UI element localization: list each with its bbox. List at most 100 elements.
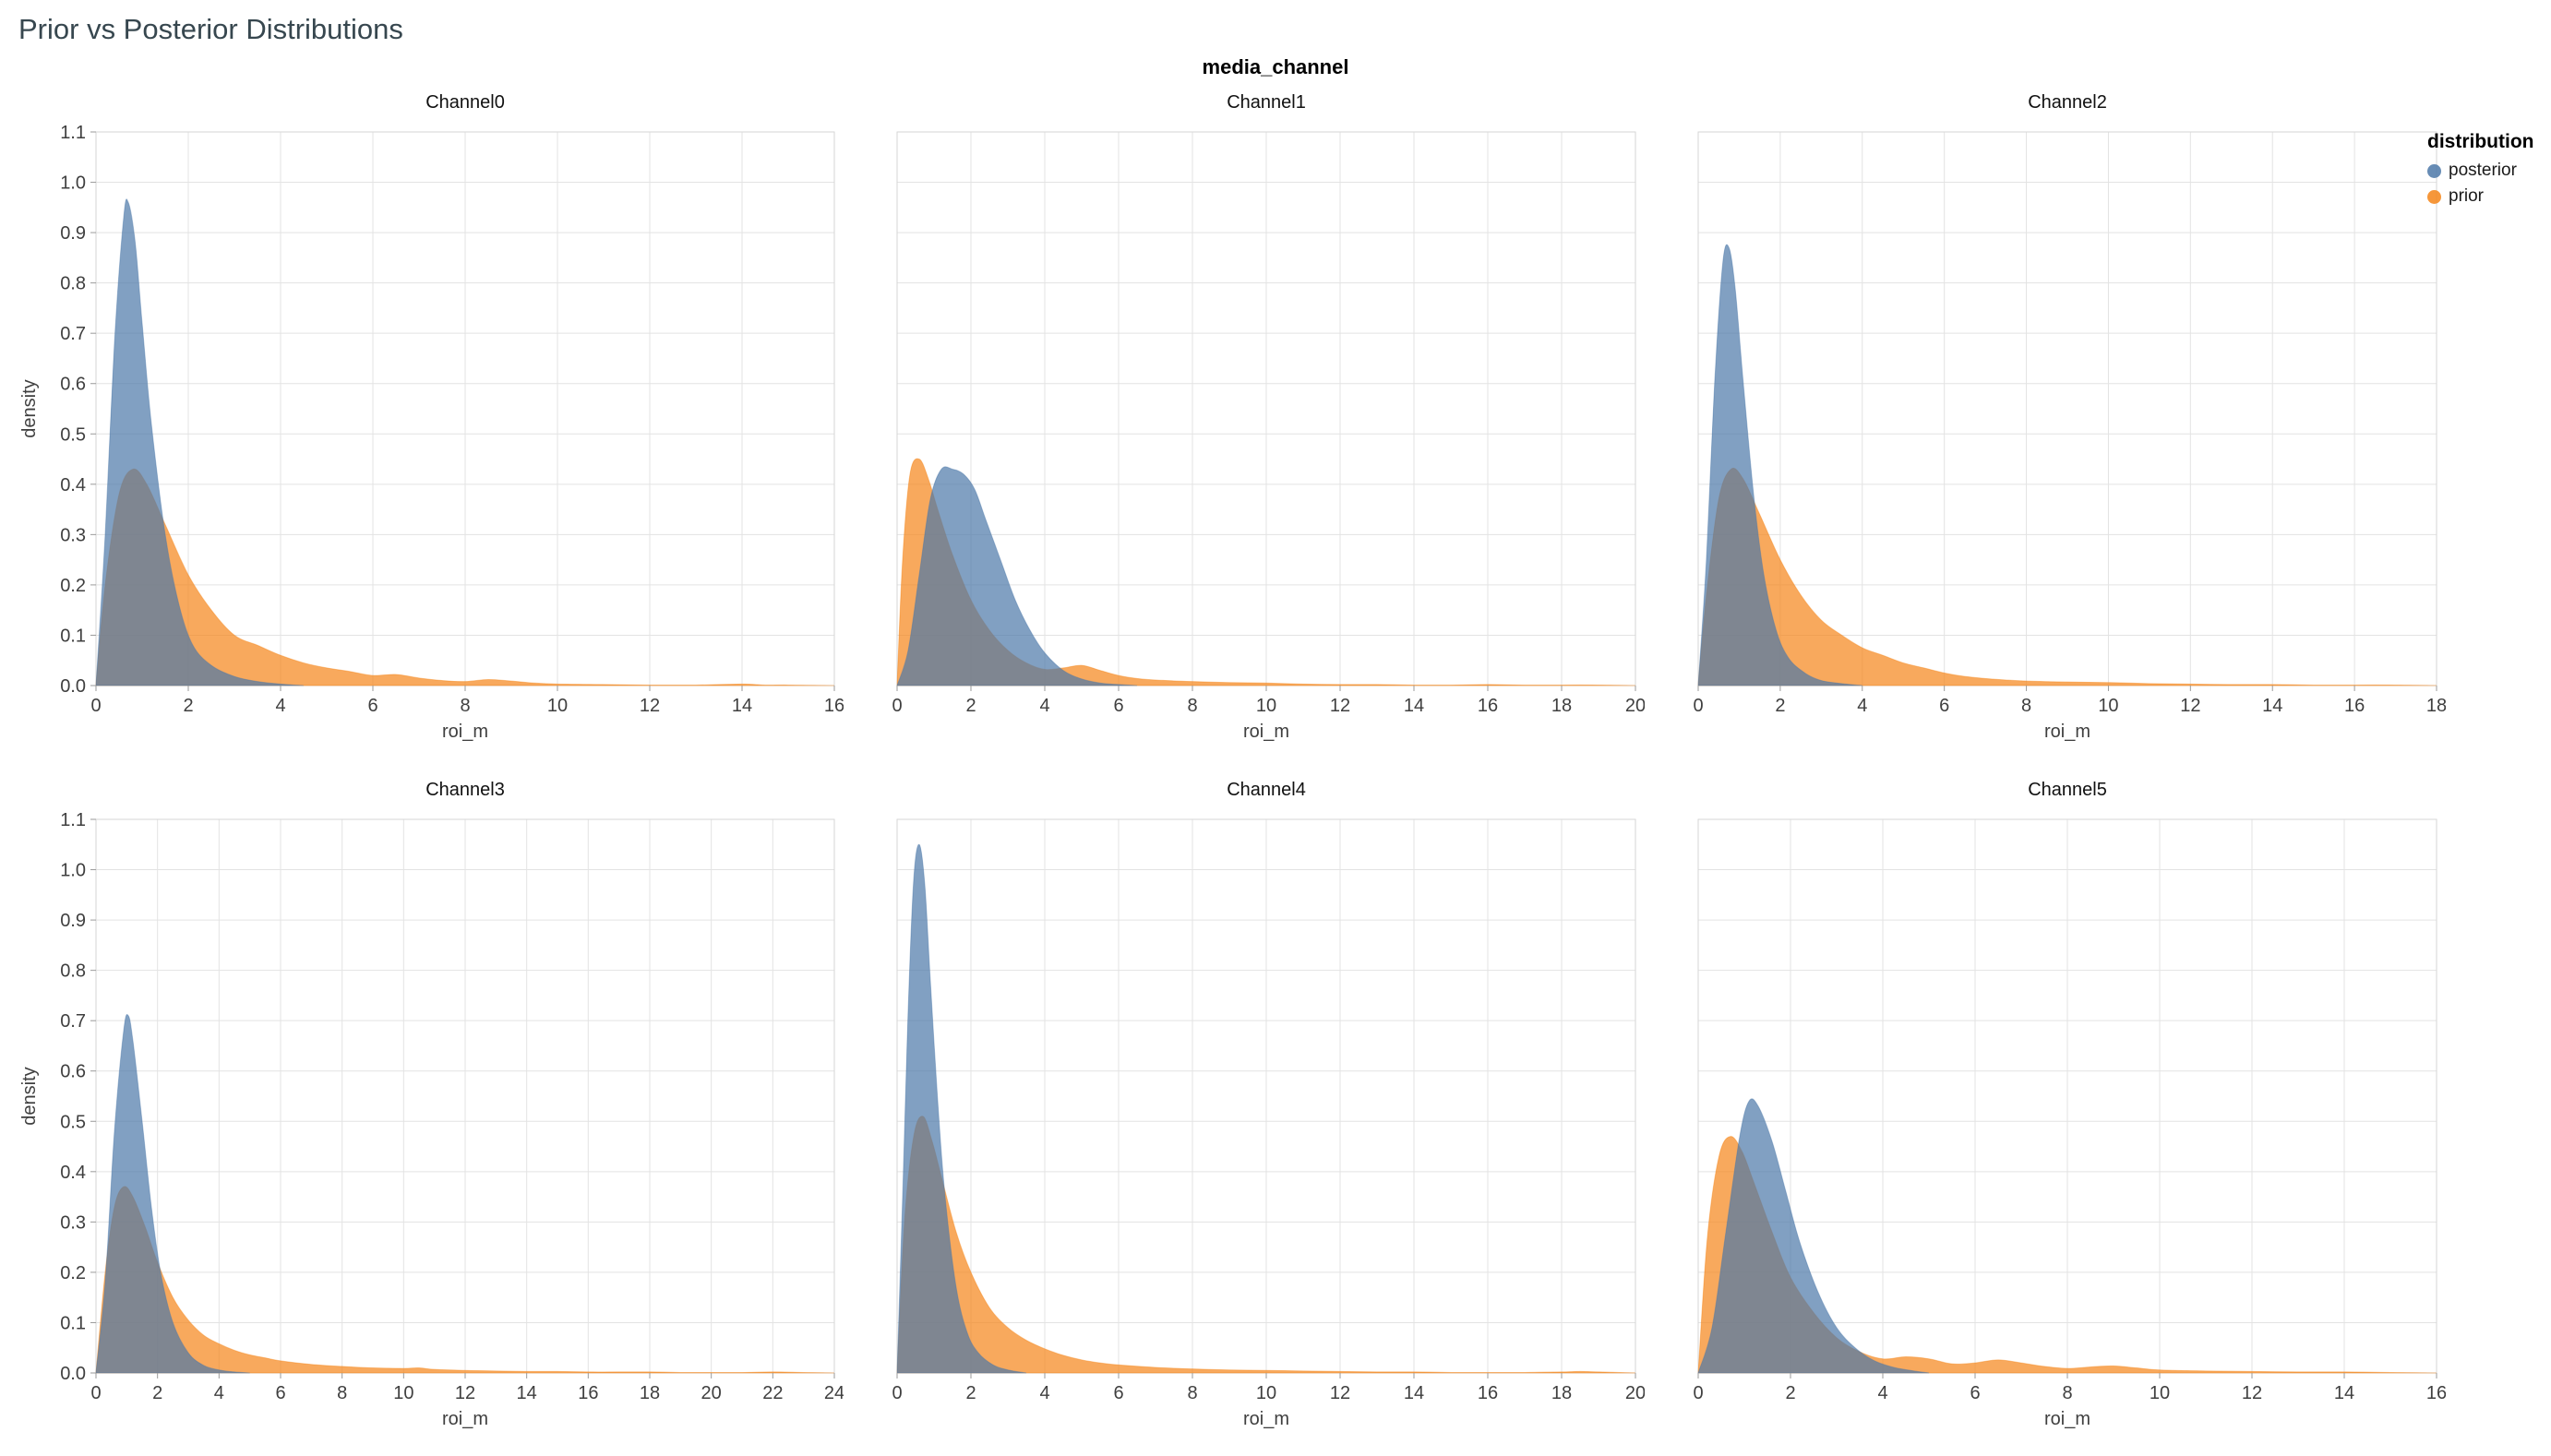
svg-text:6: 6 bbox=[1970, 1383, 1980, 1403]
svg-text:0: 0 bbox=[1693, 696, 1703, 716]
svg-text:2: 2 bbox=[183, 696, 193, 716]
svg-text:density: density bbox=[19, 379, 40, 437]
density-chart-channel3: 0 2 4 6 8 10 12 14 16 18 20 22 24roi_m0.00.10.20.30.… bbox=[19, 810, 844, 1429]
svg-text:0.8: 0.8 bbox=[60, 961, 86, 982]
svg-text:0.5: 0.5 bbox=[60, 424, 86, 445]
svg-text:2: 2 bbox=[1785, 1383, 1795, 1403]
svg-text:10: 10 bbox=[1256, 1383, 1276, 1403]
svg-text:18: 18 bbox=[1551, 1383, 1572, 1403]
svg-text:0.4: 0.4 bbox=[60, 1163, 86, 1183]
svg-text:0.0: 0.0 bbox=[60, 676, 86, 697]
prior-swatch bbox=[2427, 189, 2441, 204]
svg-text:4: 4 bbox=[1039, 696, 1049, 716]
density-chart-channel4: 0 2 4 6 8 10 12 14 16 18 20 roi_m bbox=[892, 818, 1645, 1429]
svg-text:roi_m: roi_m bbox=[1243, 722, 1289, 742]
svg-text:16: 16 bbox=[2426, 1383, 2446, 1403]
svg-text:0.6: 0.6 bbox=[60, 1062, 86, 1082]
svg-text:6: 6 bbox=[275, 1383, 285, 1403]
svg-text:1.1: 1.1 bbox=[60, 810, 86, 830]
legend-label-prior: prior bbox=[2449, 186, 2485, 206]
subplot-channel1: Channel1 0 2 4 6 8 10 12 14 16 18 20 roi_m bbox=[884, 92, 1645, 745]
svg-text:roi_m: roi_m bbox=[442, 722, 488, 742]
svg-text:6: 6 bbox=[1113, 696, 1123, 716]
svg-text:roi_m: roi_m bbox=[2044, 722, 2090, 742]
svg-text:4: 4 bbox=[1857, 696, 1867, 716]
svg-text:4: 4 bbox=[275, 696, 285, 716]
svg-text:14: 14 bbox=[1404, 1383, 1424, 1403]
subplot-channel2: Channel2 0 2 4 6 8 10 12 14 16 18 roi_m bbox=[1685, 92, 2446, 745]
svg-text:22: 22 bbox=[762, 1383, 783, 1403]
svg-text:16: 16 bbox=[578, 1383, 598, 1403]
svg-text:0.7: 0.7 bbox=[60, 324, 86, 344]
svg-text:18: 18 bbox=[2426, 696, 2446, 716]
svg-text:0.5: 0.5 bbox=[60, 1112, 86, 1132]
page-title: Prior vs Posterior Distributions bbox=[18, 13, 403, 45]
subplot-title: Channel5 bbox=[2028, 780, 2107, 800]
svg-text:0.2: 0.2 bbox=[60, 576, 86, 596]
svg-text:16: 16 bbox=[1478, 696, 1498, 716]
svg-text:8: 8 bbox=[1187, 696, 1197, 716]
subplot-channel5: Channel5 0 2 4 6 8 10 12 14 16 roi_m bbox=[1685, 780, 2446, 1432]
svg-text:20: 20 bbox=[701, 1383, 722, 1403]
svg-text:0.1: 0.1 bbox=[60, 626, 86, 646]
svg-text:16: 16 bbox=[1478, 1383, 1498, 1403]
svg-text:10: 10 bbox=[547, 696, 568, 716]
svg-text:2: 2 bbox=[965, 696, 976, 716]
svg-text:0.0: 0.0 bbox=[60, 1364, 86, 1384]
density-chart-channel1: 0 2 4 6 8 10 12 14 16 18 20 roi_m bbox=[892, 131, 1645, 742]
svg-text:8: 8 bbox=[2062, 1383, 2072, 1403]
subplot-title: Channel2 bbox=[2028, 92, 2107, 113]
svg-text:1.0: 1.0 bbox=[60, 173, 86, 194]
svg-text:2: 2 bbox=[965, 1383, 976, 1403]
svg-text:10: 10 bbox=[2150, 1383, 2170, 1403]
svg-text:6: 6 bbox=[1113, 1383, 1123, 1403]
svg-text:12: 12 bbox=[2180, 696, 2200, 716]
subplot-channel3: Channel3 0 2 4 6 8 10 12 14 16 18 20 22 24 roi_m 0.0 0.… bbox=[17, 780, 844, 1432]
posterior-swatch bbox=[2427, 163, 2441, 178]
svg-text:14: 14 bbox=[2262, 696, 2282, 716]
svg-text:0.9: 0.9 bbox=[60, 911, 86, 931]
svg-text:8: 8 bbox=[460, 696, 470, 716]
svg-text:0.8: 0.8 bbox=[60, 274, 86, 294]
svg-text:0.3: 0.3 bbox=[60, 525, 86, 545]
svg-text:18: 18 bbox=[1551, 696, 1572, 716]
svg-text:8: 8 bbox=[1187, 1383, 1197, 1403]
svg-text:1.1: 1.1 bbox=[60, 123, 86, 143]
svg-text:12: 12 bbox=[2242, 1383, 2262, 1403]
svg-text:0.1: 0.1 bbox=[60, 1313, 86, 1333]
svg-text:12: 12 bbox=[455, 1383, 475, 1403]
legend-label-posterior: posterior bbox=[2449, 161, 2517, 180]
svg-text:16: 16 bbox=[2344, 696, 2365, 716]
svg-text:roi_m: roi_m bbox=[1243, 1409, 1289, 1429]
svg-text:10: 10 bbox=[393, 1383, 413, 1403]
svg-text:0.4: 0.4 bbox=[60, 475, 86, 495]
svg-text:8: 8 bbox=[337, 1383, 347, 1403]
svg-text:0.2: 0.2 bbox=[60, 1263, 86, 1283]
svg-text:0: 0 bbox=[1693, 1383, 1703, 1403]
svg-text:6: 6 bbox=[367, 696, 377, 716]
density-chart-channel2: 0 2 4 6 8 10 12 14 16 18 roi_m bbox=[1693, 131, 2446, 742]
subplot-title: Channel3 bbox=[425, 780, 505, 800]
svg-text:8: 8 bbox=[2021, 696, 2031, 716]
subplot-title: Channel4 bbox=[1227, 780, 1306, 800]
svg-text:24: 24 bbox=[824, 1383, 844, 1403]
svg-text:10: 10 bbox=[2098, 696, 2118, 716]
svg-text:14: 14 bbox=[732, 696, 752, 716]
svg-text:0: 0 bbox=[90, 1383, 101, 1403]
subplot-channel4: Channel4 0 2 4 6 8 10 12 14 16 18 20 roi_m bbox=[884, 780, 1645, 1432]
legend-title: distribution bbox=[2427, 131, 2534, 152]
svg-text:0.9: 0.9 bbox=[60, 223, 86, 244]
svg-text:12: 12 bbox=[640, 696, 660, 716]
svg-text:0.6: 0.6 bbox=[60, 375, 86, 395]
svg-text:4: 4 bbox=[1039, 1383, 1049, 1403]
svg-text:14: 14 bbox=[517, 1383, 537, 1403]
svg-text:18: 18 bbox=[640, 1383, 660, 1403]
svg-text:10: 10 bbox=[1256, 696, 1276, 716]
legend: distribution posterior prior bbox=[2427, 131, 2544, 212]
svg-text:2: 2 bbox=[152, 1383, 162, 1403]
subplot-title: Channel1 bbox=[1227, 92, 1306, 113]
svg-text:14: 14 bbox=[1404, 696, 1424, 716]
svg-text:0: 0 bbox=[892, 696, 902, 716]
svg-text:20: 20 bbox=[1625, 1383, 1645, 1403]
